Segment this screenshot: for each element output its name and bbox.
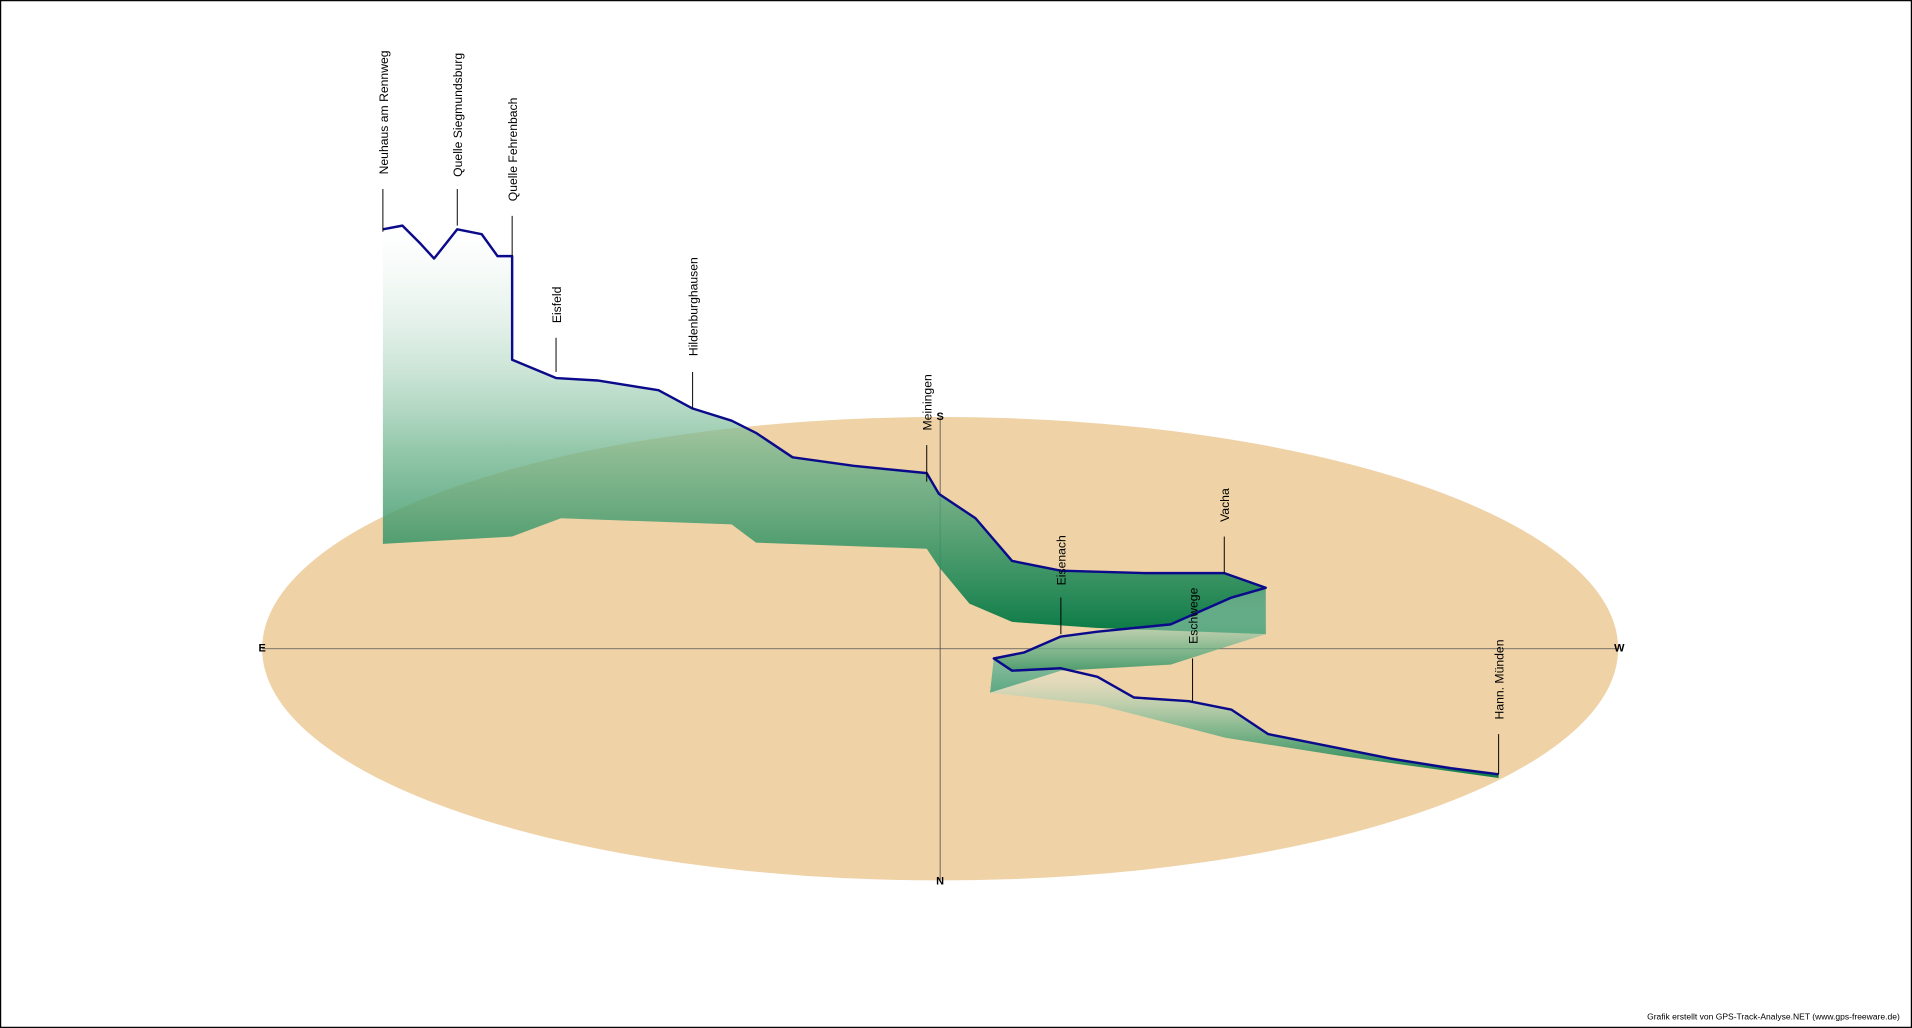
place-label: Hildenburghausen	[686, 257, 700, 356]
compass-west: W	[1614, 643, 1625, 655]
track-line	[382, 224, 1499, 776]
place-label: Neuhaus am Rennweg	[377, 50, 391, 174]
place-label: Hann. Münden	[1493, 640, 1507, 720]
compass-east: E	[259, 643, 266, 655]
compass-north: N	[936, 876, 944, 888]
place-label: Vacha	[1218, 488, 1232, 522]
credit: Grafik erstellt von GPS-Track-Analyse.NE…	[1647, 1011, 1900, 1021]
place-label: Quelle Fehrenbach	[506, 98, 520, 202]
place-label: Eisfeld	[550, 287, 564, 324]
place-label: Eschwege	[1186, 587, 1200, 643]
place-label: Meiningen	[921, 374, 935, 430]
elevation-curtain	[382, 225, 1266, 635]
compass-south: S	[936, 411, 943, 423]
place-label: Quelle Siegmundsburg	[451, 53, 465, 177]
place-label: Eisenach	[1055, 535, 1069, 585]
